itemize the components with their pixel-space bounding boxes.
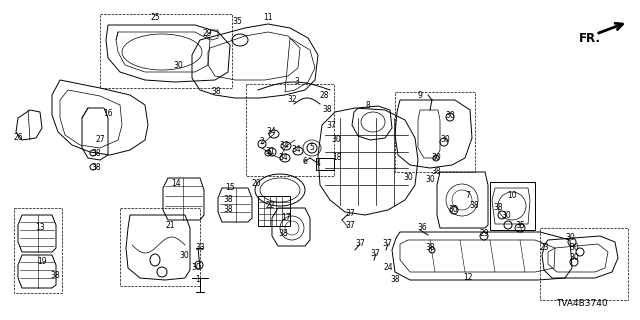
Text: 37: 37: [326, 121, 336, 130]
Text: 38: 38: [493, 203, 503, 212]
Text: 37: 37: [355, 238, 365, 247]
Text: 7: 7: [465, 190, 470, 199]
Text: 30: 30: [569, 253, 579, 262]
Bar: [540, 228, 628, 300]
Text: 38: 38: [91, 163, 101, 172]
Text: 38: 38: [223, 205, 233, 214]
Text: 19: 19: [37, 258, 47, 267]
Text: 30: 30: [403, 173, 413, 182]
Text: 4: 4: [316, 158, 321, 167]
Text: 36: 36: [417, 223, 427, 233]
Text: 38: 38: [322, 106, 332, 115]
Text: 22: 22: [265, 202, 275, 211]
Text: 38: 38: [469, 201, 479, 210]
Text: 17: 17: [281, 212, 291, 221]
Text: 30: 30: [501, 211, 511, 220]
Text: 38: 38: [50, 271, 60, 281]
Text: 18: 18: [332, 154, 342, 163]
Text: 38: 38: [431, 167, 441, 177]
Text: 1: 1: [196, 276, 200, 284]
Text: 30: 30: [445, 110, 455, 119]
Text: 13: 13: [35, 223, 45, 233]
Text: 30: 30: [448, 205, 458, 214]
Text: 28: 28: [319, 91, 329, 100]
Text: 2: 2: [260, 138, 264, 147]
Bar: [120, 208, 200, 286]
Bar: [490, 182, 535, 230]
Text: 38: 38: [91, 148, 101, 157]
Text: 27: 27: [95, 135, 105, 145]
Text: 16: 16: [103, 108, 113, 117]
Text: 30: 30: [173, 61, 183, 70]
Text: 38: 38: [278, 229, 288, 238]
Text: 8: 8: [365, 100, 371, 109]
Text: 11: 11: [263, 13, 273, 22]
Bar: [395, 92, 475, 172]
Text: 30: 30: [569, 244, 579, 252]
Text: 34: 34: [278, 153, 288, 162]
Text: 30: 30: [191, 262, 201, 271]
Bar: [14, 208, 62, 293]
Text: 37: 37: [345, 209, 355, 218]
Text: 38: 38: [223, 196, 233, 204]
Text: 6: 6: [303, 156, 307, 165]
Text: 35: 35: [515, 220, 525, 229]
Text: 14: 14: [171, 179, 181, 188]
Text: 32: 32: [287, 95, 297, 105]
Text: 33: 33: [195, 244, 205, 252]
Text: 15: 15: [225, 183, 235, 193]
Text: 20: 20: [251, 179, 261, 188]
Text: 30: 30: [440, 135, 450, 145]
Text: 25: 25: [150, 13, 160, 22]
Text: 30: 30: [179, 251, 189, 260]
Text: 37: 37: [370, 249, 380, 258]
Text: 30: 30: [565, 234, 575, 243]
Text: 35: 35: [232, 18, 242, 27]
Text: 37: 37: [382, 238, 392, 247]
Text: 30: 30: [425, 175, 435, 185]
Text: 29: 29: [479, 228, 489, 237]
Bar: [316, 158, 334, 170]
Text: 38: 38: [211, 87, 221, 97]
Text: 38: 38: [425, 244, 435, 252]
Bar: [246, 84, 334, 176]
Text: 34: 34: [266, 127, 276, 137]
Text: 3: 3: [294, 77, 300, 86]
Text: 38: 38: [390, 276, 400, 284]
Text: TVA4B3740: TVA4B3740: [556, 299, 608, 308]
Text: 24: 24: [383, 263, 393, 273]
Text: 34: 34: [291, 146, 301, 155]
Text: 21: 21: [165, 221, 175, 230]
Text: 12: 12: [463, 274, 473, 283]
Text: 31: 31: [265, 148, 275, 156]
Text: 30: 30: [331, 135, 341, 145]
Text: 29: 29: [202, 28, 212, 37]
Text: FR.: FR.: [579, 31, 601, 44]
Text: 30: 30: [431, 154, 441, 163]
Text: 5: 5: [310, 143, 314, 153]
Bar: [258, 196, 290, 226]
Text: 26: 26: [13, 133, 23, 142]
Text: 34: 34: [279, 140, 289, 149]
Text: 37: 37: [345, 221, 355, 230]
Text: 10: 10: [507, 190, 517, 199]
Text: 9: 9: [417, 91, 422, 100]
Text: 23: 23: [539, 244, 549, 252]
